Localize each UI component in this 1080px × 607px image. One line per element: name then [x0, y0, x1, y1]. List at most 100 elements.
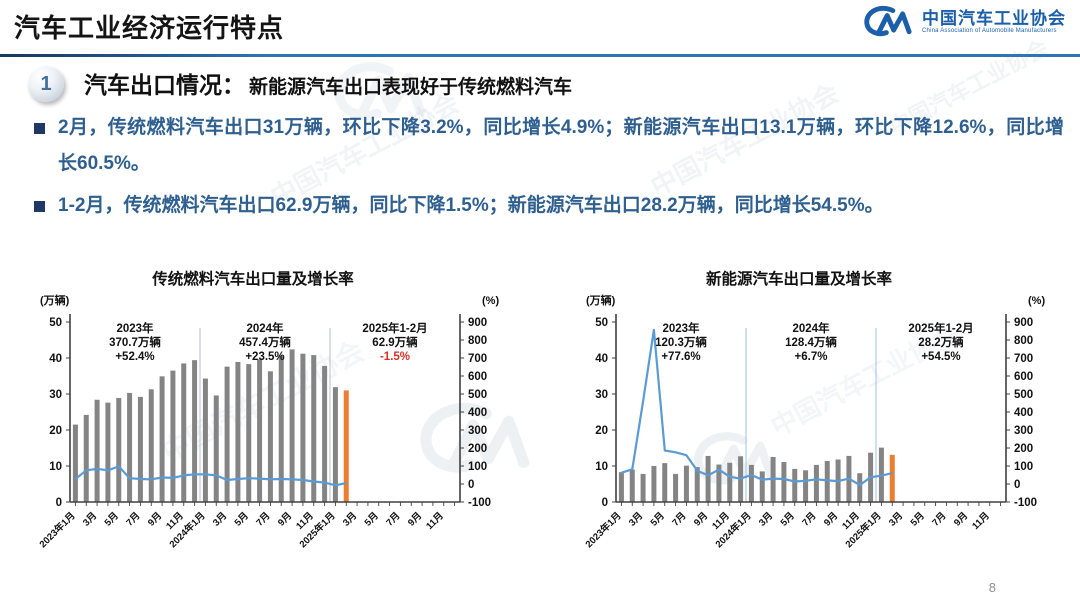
annotation-year: 2023年	[662, 321, 700, 335]
x-tick-label: 7月	[384, 510, 402, 528]
x-tick-label: 9月	[146, 510, 164, 528]
bar	[618, 472, 624, 502]
bar	[72, 424, 78, 502]
right-tick-label: 100	[468, 461, 487, 473]
annotation-growth: +54.5%	[921, 351, 960, 363]
annotation-year: 2025年1-2月	[362, 321, 427, 335]
bar	[781, 462, 787, 502]
x-tick-label: 9月	[276, 510, 294, 528]
left-tick-label: 20	[595, 425, 608, 437]
x-tick-label: 9月	[822, 510, 840, 528]
x-tick-label: 7月	[124, 510, 142, 528]
annotation-year: 2024年	[246, 321, 284, 335]
x-tick-label: 2023年1月	[37, 510, 78, 551]
right-tick-label: -100	[468, 497, 491, 509]
x-tick-label: 5月	[779, 510, 797, 528]
annotation-volume: 28.2万辆	[918, 335, 964, 349]
right-tick-label: 600	[468, 371, 487, 383]
x-tick-label: 3月	[341, 510, 359, 528]
right-tick-label: 0	[1014, 479, 1020, 491]
right-tick-label: -100	[1014, 497, 1037, 509]
bar	[727, 462, 733, 502]
chart-canvas: 新能源汽车出口量及增长率(万辆) (%)2023年 120.3万辆+77.6%202…	[583, 269, 1046, 551]
right-tick-label: 0	[468, 479, 474, 491]
left-tick-label: 20	[49, 425, 62, 437]
bar	[759, 471, 765, 502]
x-tick-label: 3月	[81, 510, 99, 528]
left-axis-unit: (万辆)	[40, 293, 70, 307]
page-number: 8	[988, 580, 996, 595]
bar	[116, 397, 122, 502]
x-tick-label: 3月	[887, 510, 905, 528]
bar	[192, 360, 198, 502]
chart-title: 新能源汽车出口量及增长率	[706, 269, 893, 288]
left-tick-label: 10	[595, 461, 608, 473]
bar	[683, 465, 689, 502]
charts-row: 传统燃料汽车出口量及增长率 (万辆) (%) 2023年 370.7万辆+52.4% 20…	[14, 262, 1066, 584]
annotation-growth: +6.7%	[795, 351, 828, 363]
year-annotation: 2024年 457.4万辆 +23.5%	[239, 321, 291, 363]
bar	[224, 366, 230, 502]
left-tick-label: 50	[49, 317, 62, 329]
bar	[300, 353, 306, 502]
bar	[83, 414, 89, 502]
annotation-year: 2024年	[792, 321, 830, 335]
annotation-volume: 457.4万辆	[239, 335, 291, 349]
x-tick-label: 5月	[909, 510, 927, 528]
caam-logo: 中国汽车工业协会 China Association of Automobile…	[862, 5, 1066, 39]
right-tick-label: 800	[1014, 335, 1033, 347]
x-tick-label: 3月	[211, 510, 229, 528]
right-tick-label: 100	[1014, 461, 1033, 473]
bullet-square-icon	[34, 201, 45, 212]
bar	[716, 464, 722, 502]
bar	[105, 402, 111, 502]
right-tick-label: 200	[468, 443, 487, 455]
bar	[94, 399, 100, 502]
bullet-item: 2月，传统燃料汽车出口31万辆，环比下降3.2%，同比增长4.9%；新能源汽车出…	[34, 110, 1064, 182]
annotation-volume: 370.7万辆	[109, 335, 161, 349]
bar	[792, 468, 798, 502]
left-tick-label: 0	[602, 497, 608, 509]
annotation-year: 2025年1-2月	[908, 321, 973, 335]
right-tick-label: 500	[468, 389, 487, 401]
left-tick-label: 50	[595, 317, 608, 329]
bar	[629, 469, 635, 502]
year-annotation: 2023年 120.3万辆 +77.6%	[655, 321, 707, 363]
bar	[213, 395, 219, 502]
left-tick-label: 40	[595, 353, 608, 365]
chart-nev: 新能源汽车出口量及增长率 (万辆) (%) 2023年 120.3万辆+77.6% 202…	[560, 262, 1066, 584]
right-tick-label: 500	[1014, 389, 1033, 401]
bar	[803, 470, 809, 502]
bar	[748, 464, 754, 502]
x-tick-label: 7月	[254, 510, 272, 528]
x-tick-label: 11月	[970, 510, 992, 532]
left-tick-label: 40	[49, 353, 62, 365]
bar	[267, 371, 273, 502]
year-annotation: 2025年1-2月 28.2万辆 +54.5%	[908, 321, 973, 363]
right-tick-label: 700	[468, 353, 487, 365]
x-tick-label: 11月	[424, 510, 446, 532]
bar	[311, 355, 317, 502]
annotation-growth: -1.5%	[380, 351, 410, 363]
bar	[673, 473, 679, 502]
x-tick-label: 5月	[363, 510, 381, 528]
left-tick-label: 10	[49, 461, 62, 473]
x-tick-label: 7月	[800, 510, 818, 528]
right-tick-label: 800	[468, 335, 487, 347]
x-tick-label: 2023年1月	[583, 510, 624, 551]
x-tick-label: 9月	[952, 510, 970, 528]
bar	[322, 365, 328, 502]
x-tick-label: 5月	[233, 510, 251, 528]
caam-logo-icon	[864, 5, 912, 37]
section-heading: 汽车出口情况： 新能源汽车出口表现好于传统燃料汽车	[84, 66, 572, 100]
right-tick-label: 700	[1014, 353, 1033, 365]
bar	[705, 455, 711, 502]
x-tick-label: 3月	[757, 510, 775, 528]
x-tick-label: 3月	[627, 510, 645, 528]
bar	[278, 355, 284, 502]
bar	[148, 389, 154, 502]
bar	[257, 359, 263, 502]
bar	[289, 349, 295, 502]
annotation-year: 2023年	[116, 321, 154, 335]
bullet-list: 2月，传统燃料汽车出口31万辆，环比下降3.2%，同比增长4.9%；新能源汽车出…	[34, 110, 1064, 224]
